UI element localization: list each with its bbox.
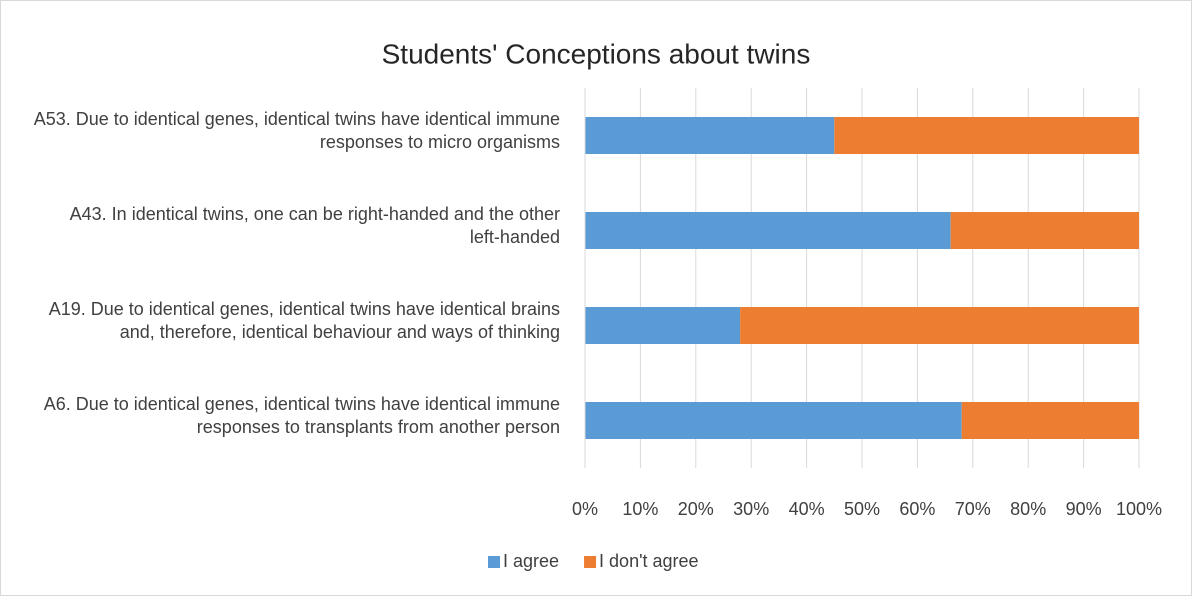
legend-swatch — [584, 556, 597, 568]
bar — [585, 307, 741, 344]
x-tick-label: 20% — [678, 499, 714, 519]
bar — [585, 402, 962, 439]
x-tick-label: 10% — [622, 499, 658, 519]
x-tick-label: 0% — [572, 499, 598, 519]
x-tick-label: 40% — [789, 499, 825, 519]
legend-swatch — [488, 556, 500, 568]
bar — [740, 307, 1139, 344]
legend-label: I agree — [503, 551, 559, 571]
bar — [585, 117, 835, 154]
x-tick-label: 70% — [955, 499, 991, 519]
y-tick-label: A53. Due to identical genes, identical t… — [34, 109, 560, 152]
x-tick-label: 80% — [1010, 499, 1046, 519]
x-tick-label: 100% — [1116, 499, 1162, 519]
x-tick-label: 50% — [844, 499, 880, 519]
y-tick-label: A6. Due to identical genes, identical tw… — [44, 394, 560, 437]
bar — [961, 402, 1139, 439]
bar — [585, 212, 951, 249]
y-tick-label: A19. Due to identical genes, identical t… — [49, 299, 560, 342]
y-tick-label: A43. In identical twins, one can be righ… — [70, 204, 560, 247]
bar — [834, 117, 1139, 154]
legend-label: I don't agree — [599, 551, 699, 571]
x-tick-label: 90% — [1066, 499, 1102, 519]
x-tick-label: 60% — [899, 499, 935, 519]
chart-title: Students' Conceptions about twins — [382, 38, 811, 69]
x-tick-label: 30% — [733, 499, 769, 519]
bar — [950, 212, 1139, 249]
